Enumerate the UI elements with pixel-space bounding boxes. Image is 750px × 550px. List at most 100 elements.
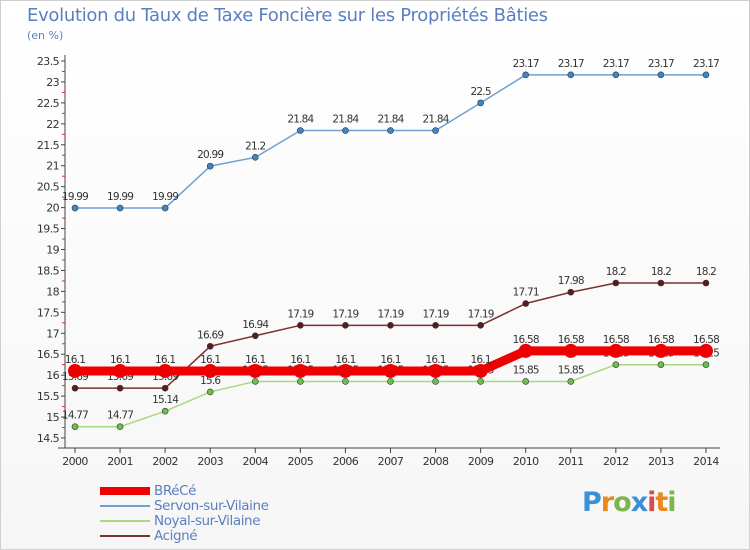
data-point: [428, 363, 443, 378]
y-tick-label: 20: [46, 202, 59, 215]
data-label: 16.94: [242, 319, 269, 331]
data-label: 16.1: [425, 354, 445, 366]
data-label: 23.17: [558, 58, 584, 70]
data-label: 16.58: [648, 334, 674, 346]
data-label: 16.1: [200, 354, 220, 366]
y-tick-label: 16.5: [37, 348, 60, 361]
data-point: [522, 71, 530, 79]
data-point: [206, 388, 214, 396]
data-point: [338, 363, 353, 378]
legend-label: Noyal-sur-Vilaine: [154, 513, 261, 529]
x-tick-label: 2008: [423, 455, 449, 468]
x-tick-label: 2003: [197, 455, 223, 468]
data-point: [113, 363, 128, 378]
data-point: [206, 162, 214, 170]
legend-swatch: [100, 535, 150, 537]
legend-label: Acigné: [154, 528, 198, 544]
data-point: [342, 378, 349, 385]
y-tick-label: 19.5: [37, 223, 60, 236]
data-label: 16.1: [380, 354, 400, 366]
data-point: [477, 99, 484, 107]
data-point: [702, 71, 710, 79]
data-label: 15.6: [200, 375, 221, 387]
data-label: 21.84: [332, 114, 359, 126]
data-point: [473, 363, 488, 378]
data-point: [612, 361, 620, 368]
data-label: 17.19: [332, 308, 358, 320]
data-label: 21.84: [377, 114, 404, 126]
data-point: [158, 363, 173, 378]
logo-letter: i: [647, 487, 656, 518]
data-label: 23.17: [603, 58, 629, 70]
data-point: [293, 363, 308, 378]
data-point: [161, 204, 169, 212]
data-point: [297, 322, 304, 329]
legend-swatch: [100, 520, 150, 522]
data-label: 15.14: [152, 394, 179, 406]
data-point: [702, 361, 710, 368]
data-label: 16.69: [197, 329, 223, 341]
data-label: 21.84: [287, 114, 314, 126]
data-label: 19.99: [62, 191, 88, 203]
data-point: [432, 378, 439, 385]
x-tick-label: 2002: [152, 455, 178, 468]
data-point: [698, 343, 713, 358]
data-label: 17.19: [468, 308, 494, 320]
data-point: [432, 127, 439, 134]
data-label: 17.98: [558, 275, 584, 287]
data-label: 14.77: [62, 410, 88, 422]
data-point: [116, 384, 124, 392]
data-point: [657, 361, 665, 368]
data-point: [383, 363, 398, 378]
x-tick-label: 2004: [242, 455, 268, 468]
data-label: 16.58: [693, 334, 719, 346]
data-label: 23.17: [513, 58, 539, 70]
data-point: [116, 423, 124, 430]
data-point: [161, 384, 169, 392]
data-point: [612, 71, 620, 79]
data-point: [387, 378, 394, 385]
y-tick-label: 15: [46, 411, 59, 424]
data-label: 19.99: [107, 191, 133, 203]
chart-unit: (en %): [27, 29, 64, 42]
data-point: [563, 343, 578, 358]
series-line: [75, 74, 706, 209]
data-label: 16.1: [290, 354, 310, 366]
data-label: 23.17: [648, 58, 674, 70]
logo-letter: i: [667, 487, 676, 518]
legend-swatch: [100, 505, 150, 507]
data-label: 16.1: [155, 354, 175, 366]
x-tick-label: 2014: [693, 455, 719, 468]
data-point: [522, 378, 530, 385]
data-point: [116, 204, 124, 212]
data-point: [387, 322, 394, 329]
data-point: [567, 288, 575, 296]
x-tick-label: 2007: [378, 455, 404, 468]
x-tick-label: 2012: [603, 455, 629, 468]
data-point: [161, 407, 169, 415]
chart-title: Evolution du Taux de Taxe Foncière sur l…: [27, 5, 548, 26]
data-point: [477, 378, 484, 385]
y-tick-label: 15.5: [37, 390, 60, 403]
data-point: [387, 127, 394, 134]
data-point: [251, 378, 259, 385]
y-tick-label: 17.5: [37, 306, 60, 319]
y-tick-label: 23.5: [37, 55, 60, 68]
data-label: 16.1: [110, 354, 130, 366]
data-label: 17.71: [513, 287, 539, 299]
data-point: [71, 204, 79, 212]
data-label: 21.2: [245, 140, 265, 152]
data-point: [653, 343, 668, 358]
logo-letter: P: [582, 487, 602, 518]
y-tick-label: 21: [46, 160, 59, 173]
data-point: [206, 342, 214, 350]
legend-label: Servon-sur-Vilaine: [154, 498, 269, 514]
data-label: 20.99: [197, 149, 223, 161]
data-label: 14.77: [107, 410, 133, 422]
data-label: 18.2: [651, 266, 671, 278]
logo-letter: t: [655, 487, 668, 518]
y-tick-label: 16: [46, 369, 59, 382]
data-point: [71, 384, 79, 392]
y-tick-label: 20.5: [37, 181, 60, 194]
